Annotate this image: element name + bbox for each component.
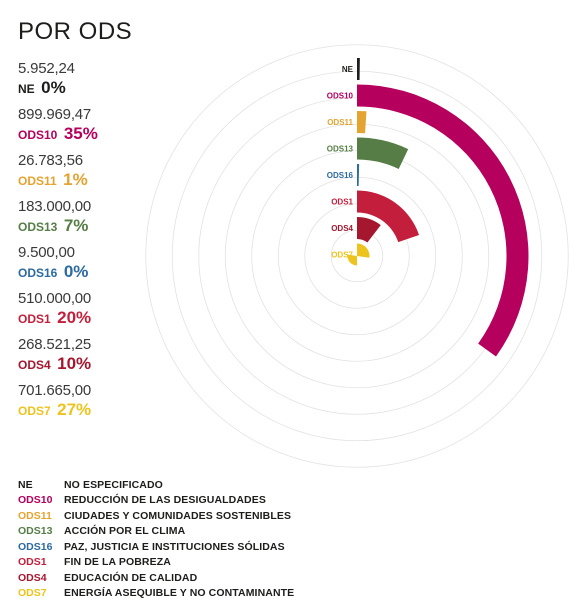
legend-item-ods7: ODS7 ENERGÍA ASEQUIBLE Y NO CONTAMINANTE (18, 586, 558, 602)
stat-ods11: 26.783,56 ODS11 1% (18, 152, 168, 198)
legend-code: ODS11 (18, 509, 52, 522)
chart-title: POR ODS (18, 18, 133, 45)
stats-list: 5.952,24 NE 0% 899.969,47 ODS10 35% 26.7… (18, 60, 168, 428)
legend-name: EDUCACIÓN DE CALIDAD (64, 571, 198, 584)
legend-code: ODS7 (18, 587, 47, 600)
bar-ods10 (357, 84, 529, 357)
stat-amount: 899.969,47 (18, 106, 92, 123)
stat-ods4: 268.521,25 ODS4 10% (18, 336, 168, 382)
stat-ods7: 701.665,00 ODS7 27% (18, 382, 168, 428)
stat-ods16: 9.500,00 ODS16 0% (18, 244, 168, 290)
legend-item-ne: NE NO ESPECIFICADO (18, 477, 558, 493)
bar-ods1 (357, 190, 420, 243)
legend-code: ODS10 (18, 494, 53, 507)
stat-amount: 701.665,00 (18, 382, 92, 399)
legend-code: ODS13 (18, 525, 53, 538)
grid-ring (145, 44, 569, 468)
legend-item-ods10: ODS10 REDUCCIÓN DE LAS DESIGUALDADES (18, 493, 558, 509)
stat-ods13: 183.000,00 ODS13 7% (18, 198, 168, 244)
ring-label-ods4: ODS4 (331, 224, 353, 233)
legend-code: ODS4 (18, 571, 47, 584)
stat-ne: 5.952,24 NE 0% (18, 60, 168, 106)
legend-name: ENERGÍA ASEQUIBLE Y NO CONTAMINANTE (64, 587, 295, 600)
legend-item-ods11: ODS11 CIUDADES Y COMUNIDADES SOSTENIBLES (18, 508, 558, 524)
stat-amount: 183.000,00 (18, 198, 92, 215)
stat-percent: 10% (57, 354, 92, 373)
stat-percent: 7% (63, 216, 89, 235)
bar-ods11 (357, 111, 367, 134)
legend-name: CIUDADES Y COMUNIDADES SOSTENIBLES (64, 509, 292, 522)
ring-label-ods1: ODS1 (331, 198, 353, 207)
stat-code: NE (18, 82, 35, 96)
legend-name: REDUCCIÓN DE LAS DESIGUALDADES (64, 494, 266, 507)
stat-code: ODS11 (18, 174, 57, 188)
stat-amount: 9.500,00 (18, 244, 75, 261)
bar-ods13 (357, 137, 409, 169)
ring-label-ods7: ODS7 (331, 251, 353, 260)
stat-amount: 5.952,24 (18, 60, 75, 77)
stat-code: ODS1 (18, 312, 51, 326)
stat-percent: 1% (63, 170, 88, 189)
stat-code: ODS10 (18, 128, 58, 142)
legend-name: PAZ, JUSTICIA E INSTITUCIONES SÓLIDAS (64, 540, 285, 553)
legend-item-ods13: ODS13 ACCIÓN POR EL CLIMA (18, 524, 558, 540)
legend-item-ods16: ODS16 PAZ, JUSTICIA E INSTITUCIONES SÓLID… (18, 539, 558, 555)
ring-label-ods11: ODS11 (327, 118, 353, 127)
stat-code: ODS4 (18, 358, 51, 372)
stat-percent: 20% (57, 308, 92, 327)
legend-code: ODS16 (18, 540, 53, 553)
stat-code: ODS13 (18, 220, 58, 234)
stat-ods1: 510.000,00 ODS1 20% (18, 290, 168, 336)
stat-percent: 27% (57, 400, 92, 419)
radial-bar-chart: NE ODS10 ODS11 ODS13 ODS16 ODS1 ODS4 ODS7 (145, 44, 569, 468)
ring-label-ods13: ODS13 (327, 145, 354, 154)
legend-name: FIN DE LA POBREZA (64, 556, 171, 569)
stat-percent: 0% (63, 262, 89, 281)
legend-code: NE (18, 478, 33, 491)
legend-name: ACCIÓN POR EL CLIMA (64, 525, 186, 538)
stat-amount: 268.521,25 (18, 336, 92, 353)
stat-amount: 510.000,00 (18, 290, 92, 307)
legend: NE NO ESPECIFICADO ODS10 REDUCCIÓN DE LAS … (18, 477, 558, 601)
legend-item-ods1: ODS1 FIN DE LA POBREZA (18, 555, 558, 571)
legend-code: ODS1 (18, 556, 47, 569)
stat-amount: 26.783,56 (18, 152, 83, 169)
ring-label-ods16: ODS16 (327, 171, 354, 180)
bar-ods7 (347, 243, 370, 266)
stat-ods10: 899.969,47 ODS10 35% (18, 106, 168, 152)
bar-ods4 (357, 217, 381, 243)
legend-name: NO ESPECIFICADO (64, 478, 163, 491)
ring-label-ne: NE (342, 65, 354, 74)
stat-percent: 35% (63, 124, 98, 143)
bar-ne (357, 58, 360, 81)
stat-code: ODS16 (18, 266, 58, 280)
bar-ods16 (357, 164, 360, 187)
stat-code: ODS7 (18, 404, 51, 418)
stat-percent: 0% (41, 78, 66, 97)
legend-item-ods4: ODS4 EDUCACIÓN DE CALIDAD (18, 570, 558, 586)
ring-label-ods10: ODS10 (327, 92, 354, 101)
